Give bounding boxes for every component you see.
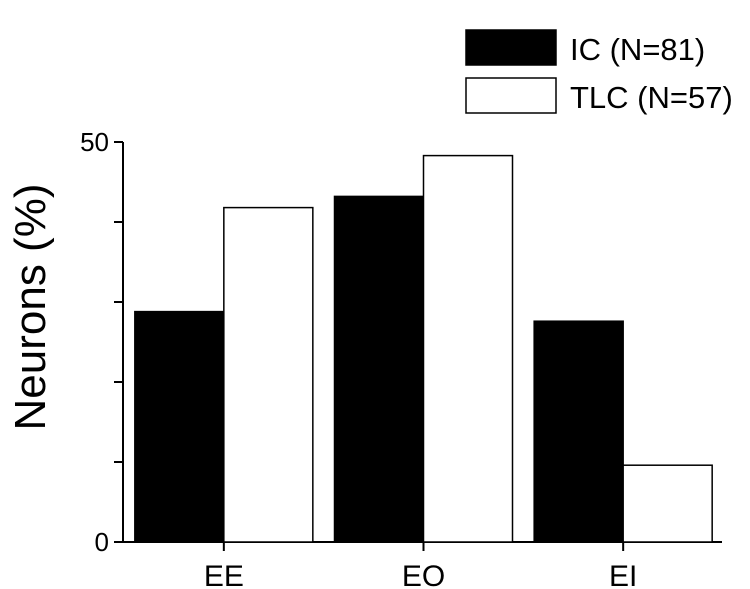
bar-ee-1: [223, 206, 314, 543]
bar-ee-0: [134, 310, 225, 543]
legend: IC (N=81) TLC (N=57): [465, 29, 733, 115]
legend-label: TLC (N=57): [570, 80, 733, 115]
y-axis-title: Neurons (%): [6, 184, 55, 431]
x-category-label: EO: [402, 560, 445, 589]
x-category-label: EI: [609, 560, 637, 589]
legend-swatch: [465, 77, 557, 114]
y-tick-label: 0: [95, 527, 109, 557]
legend-swatch: [465, 29, 557, 66]
x-category-label: EE: [204, 560, 244, 589]
bar-eo-0: [333, 195, 425, 543]
bars: [134, 154, 713, 543]
bar-ei-1: [622, 464, 713, 543]
legend-label: IC (N=81): [570, 32, 705, 67]
bar-ei-0: [533, 320, 624, 543]
bar-eo-1: [422, 154, 514, 543]
y-tick-label: 50: [80, 127, 109, 157]
